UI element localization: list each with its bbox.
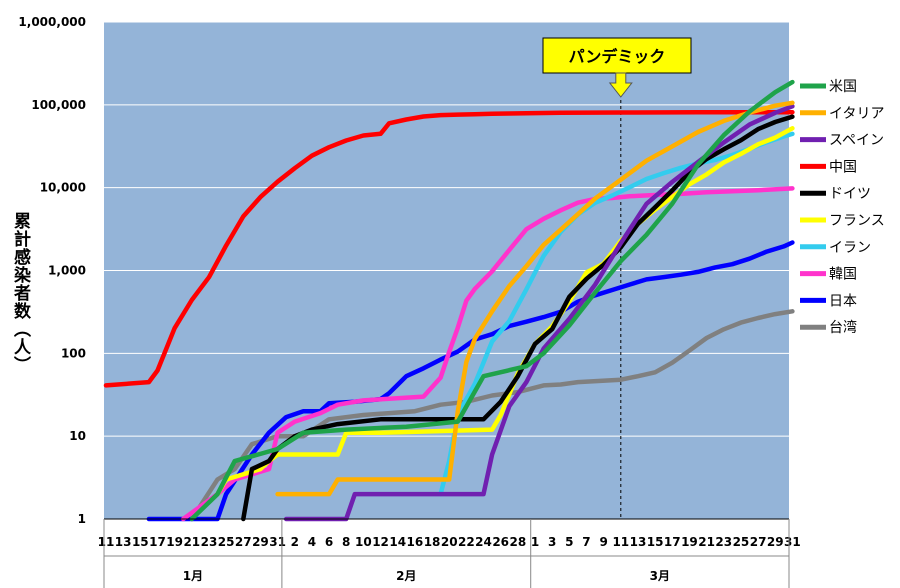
x-axis-table — [103, 518, 790, 588]
x-tick-label: 10 — [355, 535, 372, 549]
legend-label: 米国 — [829, 79, 857, 95]
legend-label: イラン — [829, 240, 871, 256]
x-tick-label: 22 — [458, 535, 475, 549]
series-lines — [103, 79, 795, 522]
y-axis-label: 累計感染者数（人） — [10, 212, 32, 374]
legend-label: 中国 — [829, 159, 857, 175]
series-line-スペイン — [283, 104, 795, 522]
x-tick-label: 17 — [149, 535, 166, 549]
series-line-中国 — [103, 109, 795, 388]
series-line-台湾 — [189, 309, 795, 522]
x-tick-label: 25 — [733, 535, 750, 549]
x-tick-label: 21 — [698, 535, 715, 549]
x-tick-label: 31 — [269, 535, 286, 549]
x-tick-label: 31 — [784, 535, 801, 549]
y-tick-label: 100 — [61, 346, 86, 360]
x-tick-label: 7 — [582, 535, 590, 549]
x-tick-label: 8 — [342, 535, 350, 549]
x-tick-label: 23 — [201, 535, 218, 549]
x-tick-label: 3 — [548, 535, 556, 549]
x-tick-label: 11 — [612, 535, 629, 549]
x-tick-label: 26 — [492, 535, 509, 549]
y-tick-label: 10,000 — [40, 181, 86, 195]
y-tick-label: 100,000 — [31, 98, 86, 112]
x-tick-label: 1 — [531, 535, 539, 549]
series-line-米国 — [189, 79, 795, 522]
y-tick-labels: 1 10 100 1,000 10,000 100,000 1,000,000 — [18, 15, 86, 526]
annotation-box — [542, 37, 692, 74]
month-label: 2月 — [396, 569, 416, 583]
x-tick-label: 16 — [407, 535, 424, 549]
annotation-arrow — [608, 72, 633, 98]
legend-label: イタリア — [829, 106, 884, 122]
x-tick-label: 15 — [647, 535, 664, 549]
series-line-イラン — [438, 131, 795, 497]
x-tick-label: 18 — [424, 535, 441, 549]
y-tick-label: 1,000,000 — [18, 15, 86, 29]
y-tick-label: 1,000 — [48, 264, 86, 278]
legend-label: ドイツ — [829, 186, 871, 202]
x-tick-label: 29 — [767, 535, 784, 549]
x-tick-label: 24 — [475, 535, 492, 549]
x-tick-label: 13 — [630, 535, 647, 549]
legend-label: スペイン — [829, 133, 884, 149]
x-tick-labels: 11 13 15 17 19 21 23 25 27 29 31 2 4 6 8 10 12 14 16 18 20 22… — [98, 535, 801, 549]
x-tick-label: 2 — [291, 535, 299, 549]
x-tick-label: 14 — [389, 535, 406, 549]
x-tick-label: 6 — [325, 535, 333, 549]
x-tick-label: 29 — [252, 535, 269, 549]
legend-label: 日本 — [829, 293, 857, 309]
x-tick-label: 20 — [441, 535, 458, 549]
month-label: 3月 — [650, 569, 670, 583]
x-tick-label: 12 — [372, 535, 389, 549]
pandemic-annotation: パンデミック — [542, 37, 692, 98]
x-tick-label: 28 — [509, 535, 526, 549]
legend-label: 台湾 — [829, 319, 857, 336]
x-tick-label: 4 — [308, 535, 316, 549]
x-tick-label: 27 — [750, 535, 767, 549]
legend-label: フランス — [829, 213, 885, 229]
x-tick-label: 19 — [681, 535, 698, 549]
y-tick-label: 1 — [78, 512, 86, 526]
x-tick-label: 23 — [715, 535, 732, 549]
month-labels: 1月 2月 3月 — [183, 569, 670, 583]
x-tick-label: 25 — [218, 535, 235, 549]
legend-label: 韓国 — [829, 267, 857, 283]
month-label: 1月 — [183, 569, 203, 583]
x-tick-label: 27 — [235, 535, 252, 549]
x-tick-label: 11 — [98, 535, 115, 549]
x-tick-label: 13 — [115, 535, 132, 549]
x-tick-label: 19 — [166, 535, 183, 549]
x-tick-label: 15 — [132, 535, 149, 549]
x-tick-label: 9 — [599, 535, 607, 549]
annotation-label: パンデミック — [569, 47, 666, 66]
series-line-イタリア — [275, 100, 795, 497]
x-tick-label: 21 — [183, 535, 200, 549]
y-tick-label: 10 — [69, 429, 86, 443]
x-tick-label: 17 — [664, 535, 681, 549]
x-tick-label: 5 — [565, 535, 573, 549]
